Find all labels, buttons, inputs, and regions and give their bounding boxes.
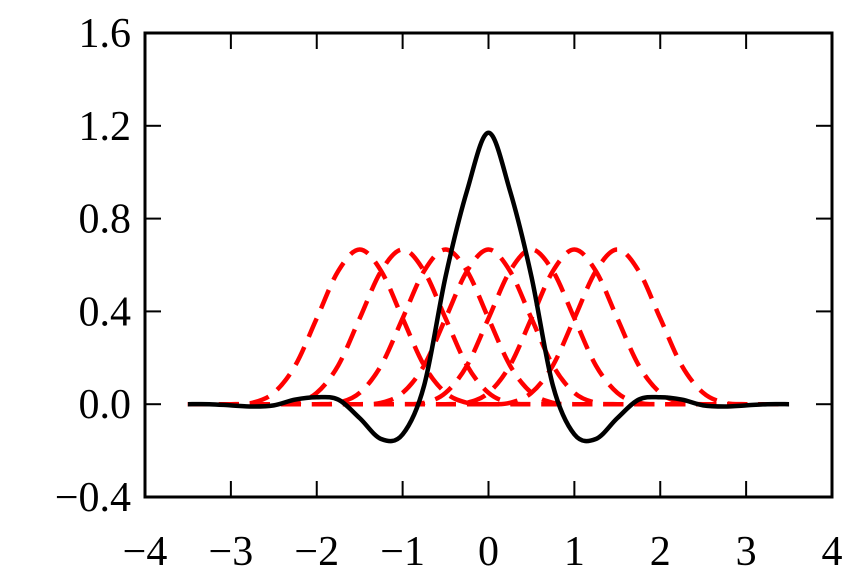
x-tick-label: −4 <box>123 529 168 575</box>
x-tick-label: 1 <box>564 529 585 575</box>
x-tick-label: 4 <box>822 529 843 575</box>
y-tick-label: 0.8 <box>79 197 132 243</box>
x-tick-label: 2 <box>650 529 671 575</box>
x-tick-label: 3 <box>736 529 757 575</box>
y-tick-label: 0.0 <box>79 382 132 428</box>
data-line <box>187 247 790 407</box>
x-tick-label: −3 <box>209 529 254 575</box>
data-line <box>187 247 790 407</box>
plot-frame <box>143 31 834 499</box>
x-tick-label: −2 <box>294 529 339 575</box>
data-line <box>187 247 790 407</box>
y-tick-label: −0.4 <box>55 475 131 521</box>
data-line <box>187 247 790 407</box>
data-line <box>187 247 790 407</box>
y-tick-label: 1.2 <box>79 104 132 150</box>
y-tick-label: 1.6 <box>79 11 132 57</box>
x-tick-label: 0 <box>478 529 499 575</box>
data-line <box>187 247 790 407</box>
x-tick-label: −1 <box>380 529 425 575</box>
data-line <box>187 130 790 444</box>
data-line <box>187 247 790 407</box>
y-tick-label: 0.4 <box>79 289 132 335</box>
